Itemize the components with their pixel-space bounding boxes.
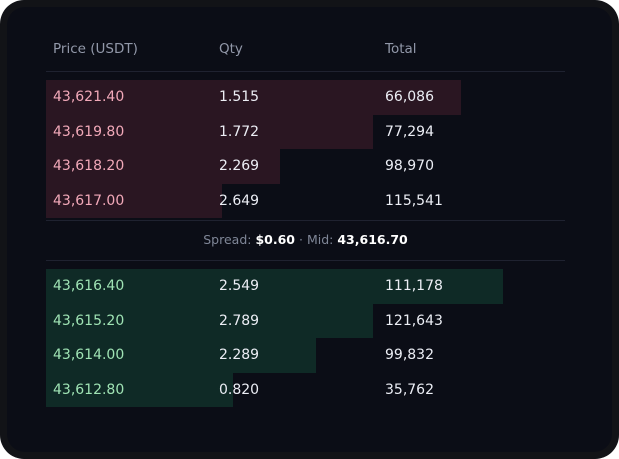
header-divider (46, 71, 565, 72)
depth-bar (46, 149, 280, 184)
spread-label: Spread: (203, 232, 252, 247)
qty-column-header: Qty (219, 41, 243, 57)
total-cell: 35,762 (385, 381, 434, 398)
total-cell: 77,294 (385, 123, 434, 140)
qty-cell: 0.820 (219, 381, 260, 398)
price-column-header: Price (USDT) (53, 41, 138, 57)
mid-label: Mid: (306, 232, 334, 247)
qty-cell: 2.289 (219, 347, 260, 363)
qty-cell: 2.789 (219, 312, 260, 329)
price-cell: 43,612.80 (53, 381, 125, 398)
depth-bar (46, 269, 503, 304)
price-cell: 43,617.00 (53, 192, 125, 209)
depth-bar (46, 80, 462, 115)
total-cell: 99,832 (385, 347, 434, 363)
total-cell: 111,178 (385, 278, 443, 294)
price-cell: 43,614.00 (53, 347, 125, 363)
spread-separator: · (299, 232, 303, 247)
depth-bar (46, 338, 316, 373)
price-cell: 43,619.80 (53, 123, 125, 140)
ask-row[interactable]: 43,621.40 1.515 66,086 (46, 80, 565, 115)
asks-list: 43,621.40 1.515 66,086 43,619.80 1.772 77,294… (46, 80, 565, 218)
depth-bar (46, 114, 373, 149)
qty-cell: 2.549 (219, 278, 260, 294)
price-cell: 43,621.40 (53, 89, 125, 105)
qty-cell: 2.649 (219, 192, 260, 209)
spread-summary: Spread: $0.60 · Mid: 43,616.70 (46, 232, 565, 247)
total-cell: 66,086 (385, 89, 434, 105)
bids-divider (46, 260, 565, 261)
depth-bar (46, 183, 223, 218)
ask-row[interactable]: 43,617.00 2.649 115,541 (46, 183, 565, 218)
total-cell: 121,643 (385, 312, 443, 329)
bid-row[interactable]: 43,616.40 2.549 111,178 (46, 269, 565, 304)
total-cell: 98,970 (385, 158, 434, 174)
depth-bar (46, 372, 233, 407)
spread-value: $0.60 (255, 232, 296, 247)
bid-row[interactable]: 43,612.80 0.820 35,762 (46, 372, 565, 407)
order-book-panel: Price (USDT) Qty Total 43,621.40 1.515 66,… (7, 7, 612, 452)
ask-row[interactable]: 43,619.80 1.772 77,294 (46, 114, 565, 149)
ask-row[interactable]: 43,618.20 2.269 98,970 (46, 149, 565, 184)
bid-row[interactable]: 43,615.20 2.789 121,643 (46, 303, 565, 338)
order-book-header: Price (USDT) Qty Total (53, 41, 565, 61)
total-cell: 115,541 (385, 192, 443, 209)
depth-bar (46, 303, 373, 338)
qty-cell: 2.269 (219, 158, 260, 174)
bids-list: 43,616.40 2.549 111,178 43,615.20 2.789 121,6… (46, 269, 565, 407)
price-cell: 43,615.20 (53, 312, 125, 329)
qty-cell: 1.515 (219, 89, 260, 105)
price-cell: 43,616.40 (53, 278, 125, 294)
qty-cell: 1.772 (219, 123, 260, 140)
mid-value: 43,616.70 (337, 232, 408, 247)
asks-divider (46, 220, 565, 221)
price-cell: 43,618.20 (53, 158, 125, 174)
total-column-header: Total (385, 41, 417, 57)
bid-row[interactable]: 43,614.00 2.289 99,832 (46, 338, 565, 373)
